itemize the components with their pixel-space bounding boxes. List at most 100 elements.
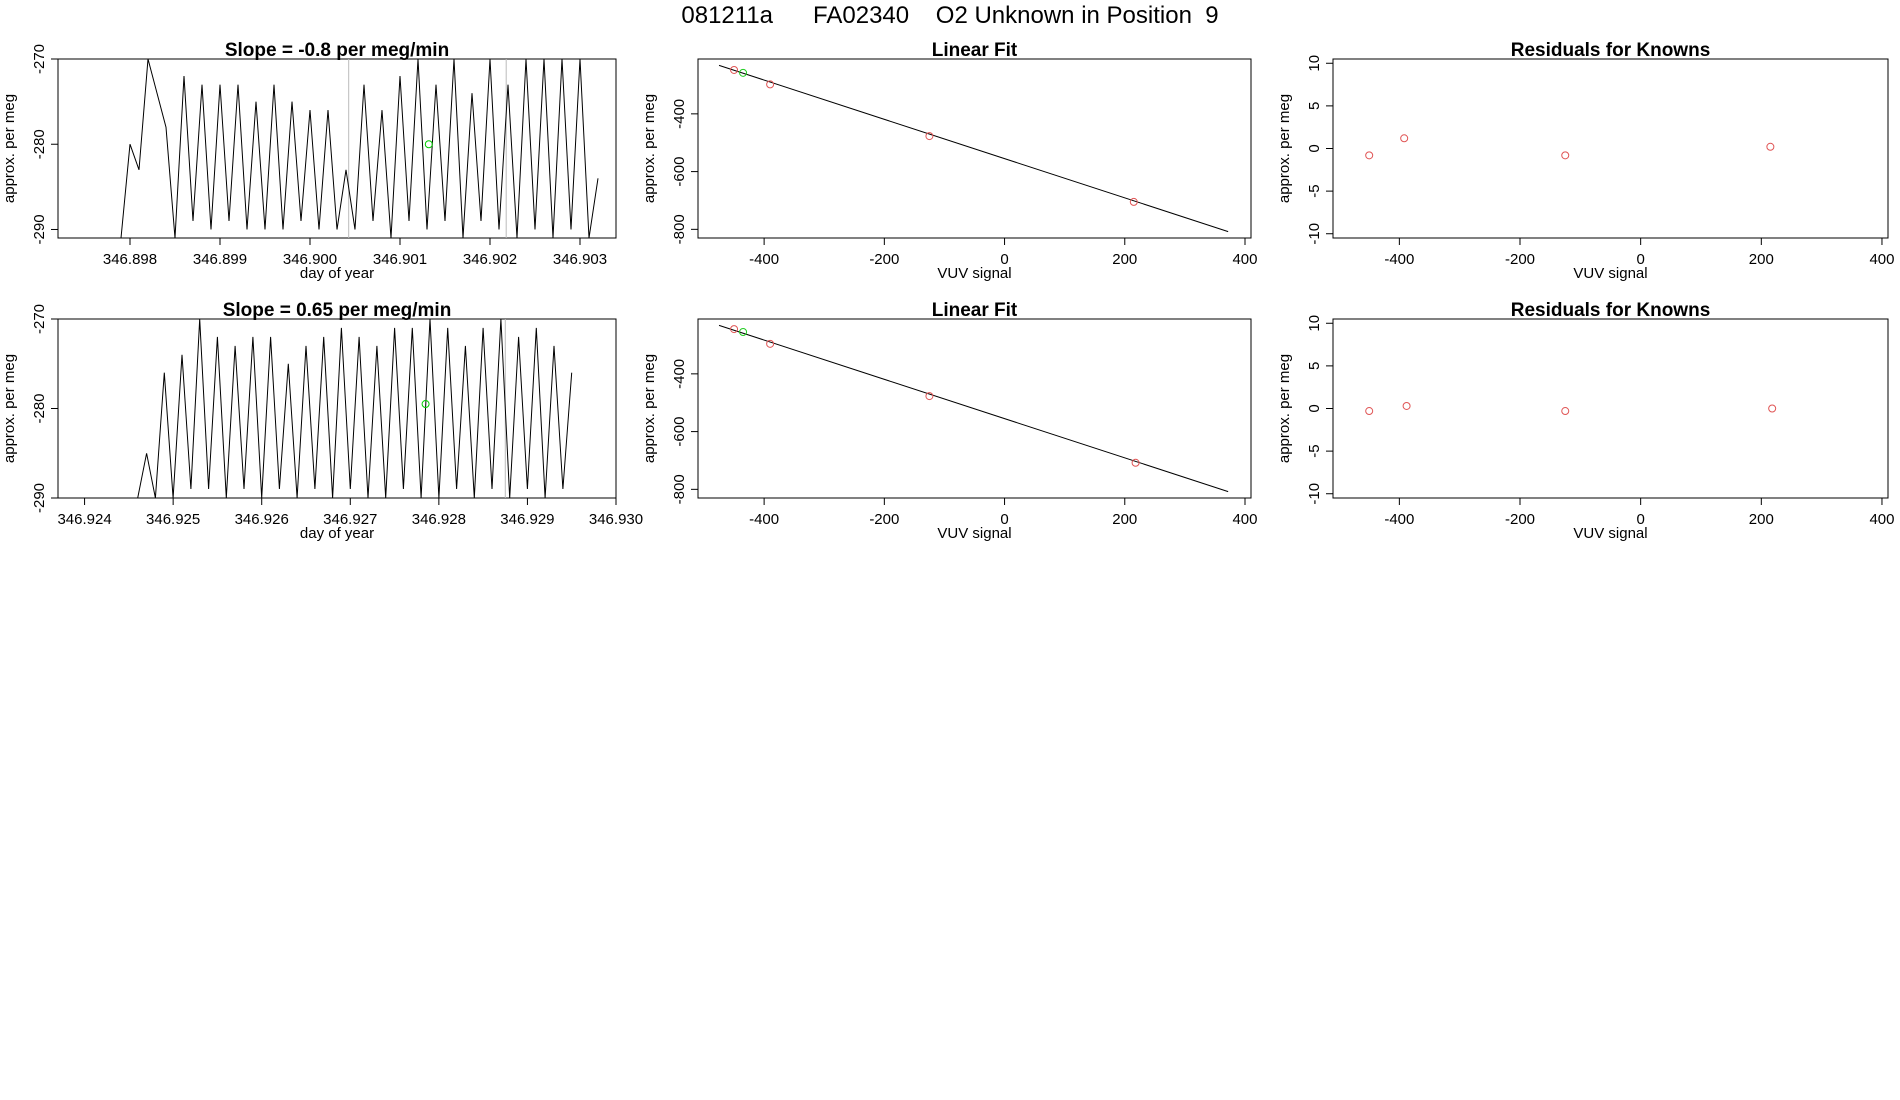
- series-line: [120, 59, 599, 238]
- y-tick-label: 10: [1306, 315, 1323, 332]
- plot-frame: [1332, 318, 1889, 499]
- panel-3: [1326, 58, 1889, 245]
- x-tick-label: 200: [1749, 511, 1774, 528]
- highlight-point: [421, 400, 430, 409]
- fit-line: [718, 64, 1229, 233]
- y-tick-label: 0: [1306, 404, 1323, 412]
- x-tick-label: 346.928: [412, 511, 466, 528]
- y-tick-label: -400: [671, 359, 688, 389]
- y-tick-label: -800: [671, 474, 688, 504]
- x-tick-label: -200: [869, 251, 899, 268]
- y-tick-label: -5: [1306, 184, 1323, 197]
- data-point: [1365, 407, 1374, 416]
- x-tick-label: 346.924: [57, 511, 111, 528]
- y-tick-label: -800: [671, 214, 688, 244]
- x-tick-label: 346.900: [283, 251, 337, 268]
- y-tick-label: -400: [671, 99, 688, 129]
- panel-title: Linear Fit: [932, 40, 1018, 61]
- data-point: [1365, 151, 1374, 160]
- highlight-point: [424, 140, 433, 149]
- panel-title: Slope = 0.65 per meg/min: [223, 300, 452, 321]
- x-tick-label: -200: [869, 511, 899, 528]
- x-axis-label: VUV signal: [937, 525, 1011, 542]
- x-tick-label: -400: [749, 251, 779, 268]
- x-axis-label: day of year: [300, 265, 374, 282]
- data-point: [925, 392, 934, 401]
- x-tick-label: 0: [1636, 251, 1644, 268]
- x-tick-label: 346.930: [589, 511, 643, 528]
- plot-frame: [1332, 58, 1889, 239]
- data-point: [1402, 401, 1411, 410]
- y-axis-label: approx. per meg: [1, 354, 18, 463]
- x-tick-label: 346.898: [103, 251, 157, 268]
- data-point: [1561, 151, 1570, 160]
- unknown-point: [739, 327, 748, 336]
- y-tick-label: -10: [1306, 223, 1323, 245]
- panel-title: Residuals for Knowns: [1511, 40, 1711, 61]
- plot-frame: [57, 58, 617, 239]
- x-tick-label: 200: [1112, 251, 1137, 268]
- panel-5: [691, 318, 1252, 505]
- data-point: [730, 325, 739, 334]
- y-tick-label: -290: [31, 214, 48, 244]
- x-tick-label: 346.901: [373, 251, 427, 268]
- panel-title: Linear Fit: [932, 300, 1018, 321]
- data-point: [766, 80, 775, 89]
- y-axis-label: approx. per meg: [641, 354, 658, 463]
- x-tick-label: 200: [1749, 251, 1774, 268]
- panel-title: Slope = -0.8 per meg/min: [225, 40, 449, 61]
- y-tick-label: -280: [31, 129, 48, 159]
- x-tick-label: 346.925: [146, 511, 200, 528]
- x-tick-label: 400: [1869, 511, 1894, 528]
- x-tick-label: 0: [1000, 251, 1008, 268]
- y-tick-label: -600: [671, 417, 688, 447]
- x-tick-label: 346.927: [323, 511, 377, 528]
- y-tick-label: -10: [1306, 483, 1323, 505]
- x-tick-label: 346.926: [235, 511, 289, 528]
- series-line: [137, 319, 573, 498]
- y-tick-label: -270: [31, 304, 48, 334]
- x-axis-label: VUV signal: [1573, 525, 1647, 542]
- data-point: [730, 65, 739, 74]
- fit-line: [718, 324, 1229, 493]
- x-tick-label: 346.929: [500, 511, 554, 528]
- data-point: [1400, 134, 1409, 143]
- panel-6: [1326, 318, 1889, 505]
- plot-area: [120, 59, 599, 238]
- x-axis-label: VUV signal: [937, 265, 1011, 282]
- y-axis-label: approx. per meg: [1, 94, 18, 203]
- data-point: [1129, 197, 1138, 206]
- x-axis-label: day of year: [300, 525, 374, 542]
- x-tick-label: -200: [1505, 251, 1535, 268]
- panel-2: [691, 58, 1252, 245]
- data-point: [1131, 458, 1140, 467]
- plot-area: [718, 64, 1229, 233]
- y-axis-label: approx. per meg: [1276, 354, 1293, 463]
- x-tick-label: -400: [1384, 251, 1414, 268]
- y-axis-label: approx. per meg: [641, 94, 658, 203]
- plot-area: [718, 324, 1229, 493]
- panel-1: [51, 58, 617, 245]
- x-tick-label: 346.899: [193, 251, 247, 268]
- plot-area: [1365, 401, 1777, 416]
- x-tick-label: -400: [749, 511, 779, 528]
- data-point: [1561, 407, 1570, 416]
- x-tick-label: 0: [1636, 511, 1644, 528]
- x-tick-label: 346.903: [553, 251, 607, 268]
- y-tick-label: -5: [1306, 444, 1323, 457]
- y-tick-label: 5: [1306, 362, 1323, 370]
- y-axis-label: approx. per meg: [1276, 94, 1293, 203]
- y-tick-label: 0: [1306, 144, 1323, 152]
- x-tick-label: -200: [1505, 511, 1535, 528]
- panel-4: [51, 318, 617, 505]
- y-tick-label: 10: [1306, 55, 1323, 72]
- page-title: 081211a FA02340 O2 Unknown in Position 9: [681, 2, 1219, 29]
- x-tick-label: 346.902: [463, 251, 517, 268]
- y-tick-label: -270: [31, 44, 48, 74]
- data-point: [925, 132, 934, 141]
- data-point: [1768, 404, 1777, 413]
- y-tick-label: 5: [1306, 102, 1323, 110]
- x-tick-label: 200: [1112, 511, 1137, 528]
- x-tick-label: 400: [1232, 511, 1257, 528]
